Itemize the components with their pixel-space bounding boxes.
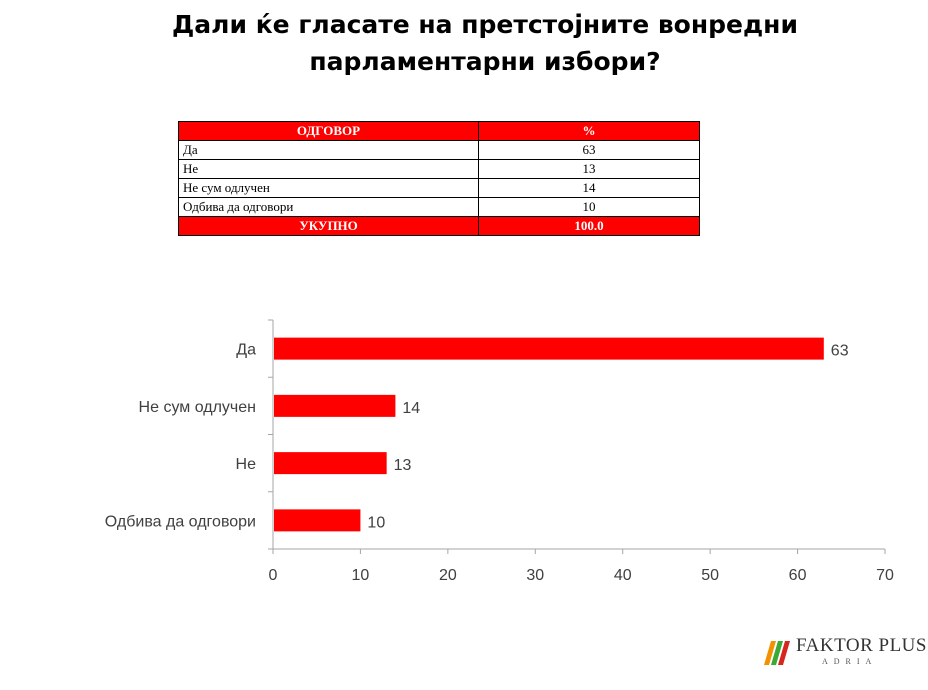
results-table: ОДГОВОР % Да 63 Не 13 Не сум одлучен 14 … <box>178 121 700 236</box>
table-header-percent: % <box>478 121 700 141</box>
data-label: 13 <box>394 457 412 474</box>
x-tick-label: 40 <box>614 567 632 584</box>
x-tick-label: 20 <box>439 567 457 584</box>
table-row: Да 63 <box>178 140 700 160</box>
bar <box>274 394 396 417</box>
table-total-value: 100.0 <box>478 216 700 236</box>
bar <box>274 452 387 475</box>
table-total-row: УКУПНО 100.0 <box>178 216 700 236</box>
page-title: Дали ќе гласате на претстојните вонредни… <box>172 10 798 76</box>
x-tick-label: 60 <box>789 567 807 584</box>
bar <box>274 509 361 532</box>
bar <box>274 337 824 360</box>
logo-text: FAKTOR PLUS <box>796 635 927 656</box>
data-label: 14 <box>402 400 420 417</box>
category-label: Да <box>236 342 256 359</box>
x-tick-label: 0 <box>269 567 278 584</box>
data-label: 63 <box>831 343 849 360</box>
x-tick-label: 50 <box>701 567 719 584</box>
table-header-row: ОДГОВОР % <box>178 121 700 141</box>
table-row: Не сум одлучен 14 <box>178 178 700 198</box>
data-label: 10 <box>367 514 385 531</box>
logo-mark-icon <box>764 641 790 665</box>
x-tick-label: 70 <box>876 567 894 584</box>
category-label: Одбива да одговори <box>105 513 256 530</box>
x-tick-label: 10 <box>352 567 370 584</box>
table-total-label: УКУПНО <box>178 216 479 236</box>
faktor-plus-logo: FAKTOR PLUS ADRIA <box>762 633 926 673</box>
category-label: Не <box>236 456 257 473</box>
logo-subtext: ADRIA <box>822 657 878 666</box>
x-tick-label: 30 <box>526 567 544 584</box>
category-label: Не сум одлучен <box>139 399 256 416</box>
